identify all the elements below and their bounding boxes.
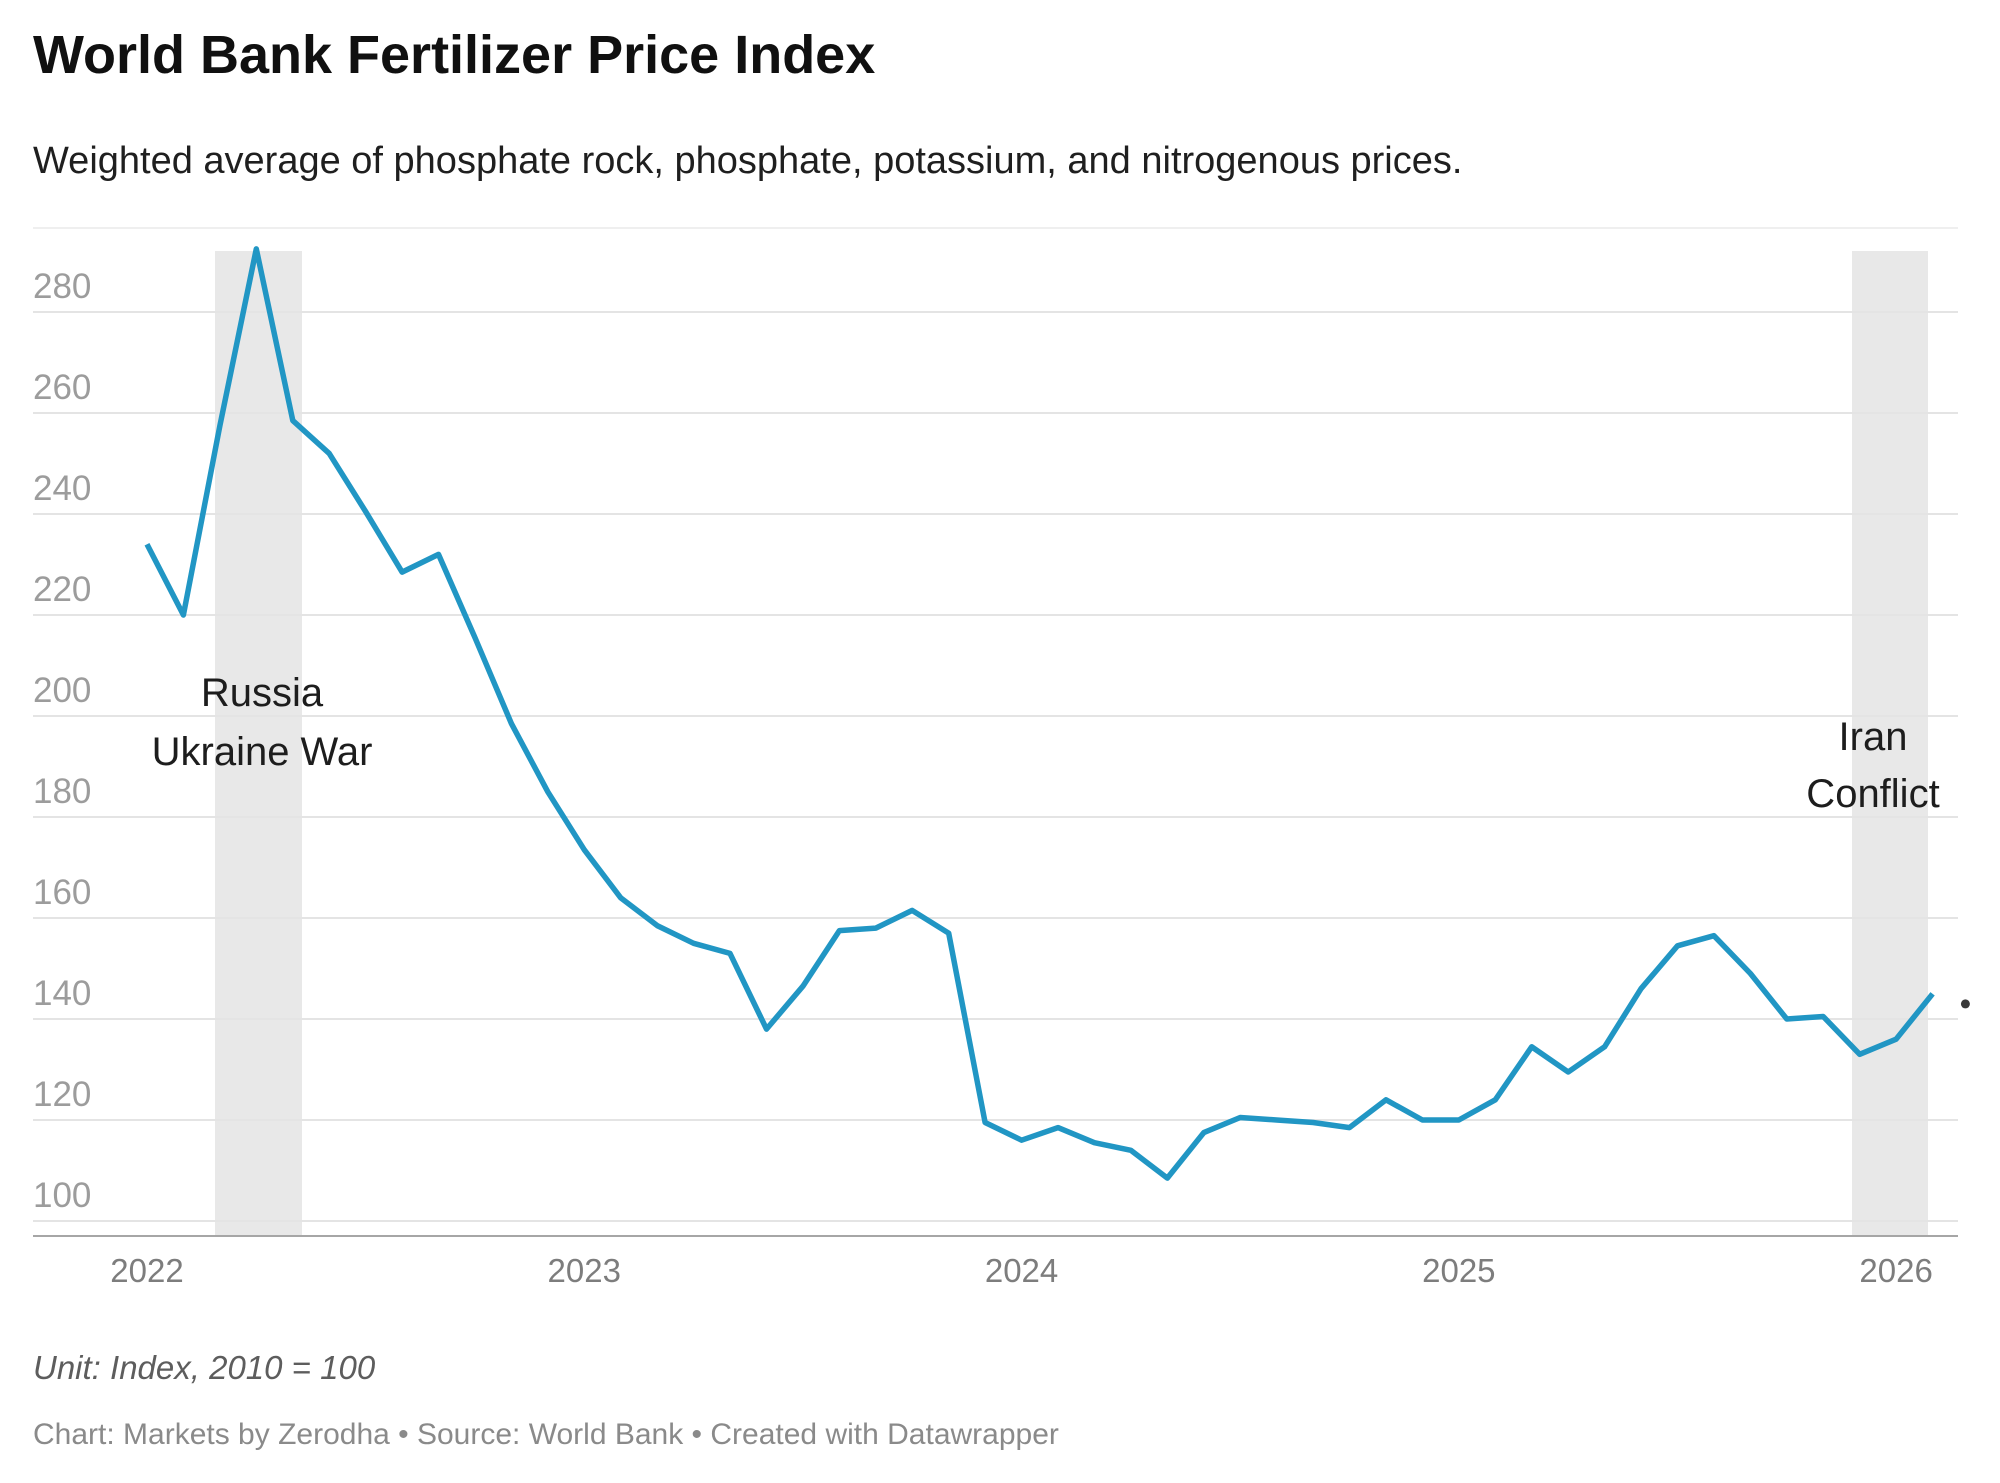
y-gridline bbox=[33, 1119, 1958, 1121]
y-gridline bbox=[33, 311, 1958, 313]
annotation-label-line: Russia bbox=[200, 671, 324, 715]
y-tick-label: 120 bbox=[33, 1075, 92, 1114]
x-tick-label: 2025 bbox=[1422, 1252, 1496, 1289]
plot-top-border bbox=[33, 227, 1958, 229]
x-tick-label: 2026 bbox=[1859, 1252, 1933, 1289]
line-end-dot bbox=[1960, 999, 1970, 1009]
x-tick-label: 2022 bbox=[110, 1252, 184, 1289]
y-tick-label: 160 bbox=[33, 873, 92, 912]
y-gridline bbox=[33, 917, 1958, 919]
y-gridline bbox=[33, 1018, 1958, 1020]
credit-line: Chart: Markets by Zerodha • Source: Worl… bbox=[33, 1418, 1059, 1451]
y-gridline bbox=[33, 513, 1958, 515]
annotation-label-line: Ukraine War bbox=[151, 730, 373, 774]
y-tick-label: 100 bbox=[33, 1176, 92, 1215]
y-gridline bbox=[33, 1220, 1958, 1222]
annotation-label-line: Conflict bbox=[1806, 772, 1940, 816]
y-tick-label: 200 bbox=[33, 671, 92, 710]
y-tick-label: 180 bbox=[33, 772, 92, 811]
y-tick-label: 260 bbox=[33, 368, 92, 407]
y-tick-label: 280 bbox=[33, 267, 92, 306]
y-gridline bbox=[33, 614, 1958, 616]
x-tick-label: 2023 bbox=[547, 1252, 621, 1289]
y-tick-label: 140 bbox=[33, 974, 92, 1013]
y-gridline bbox=[33, 816, 1958, 818]
annotation-iran-conflict: Iran Conflict bbox=[1806, 709, 1939, 823]
annotation-label-line: Iran bbox=[1838, 715, 1908, 759]
chart-title: World Bank Fertilizer Price Index bbox=[33, 25, 876, 85]
y-gridline bbox=[33, 412, 1958, 414]
axis-baseline bbox=[33, 1235, 1958, 1237]
x-tick-label: 2024 bbox=[984, 1252, 1059, 1289]
fertilizer-price-line bbox=[144, 246, 1935, 1181]
annotation-russia-ukraine-war: Russia Ukraine War bbox=[152, 664, 373, 782]
chart-subtitle: Weighted average of phosphate rock, phos… bbox=[33, 140, 1463, 182]
y-tick-label: 220 bbox=[33, 570, 92, 609]
unit-note: Unit: Index, 2010 = 100 bbox=[33, 1349, 376, 1386]
y-tick-label: 240 bbox=[33, 469, 92, 508]
